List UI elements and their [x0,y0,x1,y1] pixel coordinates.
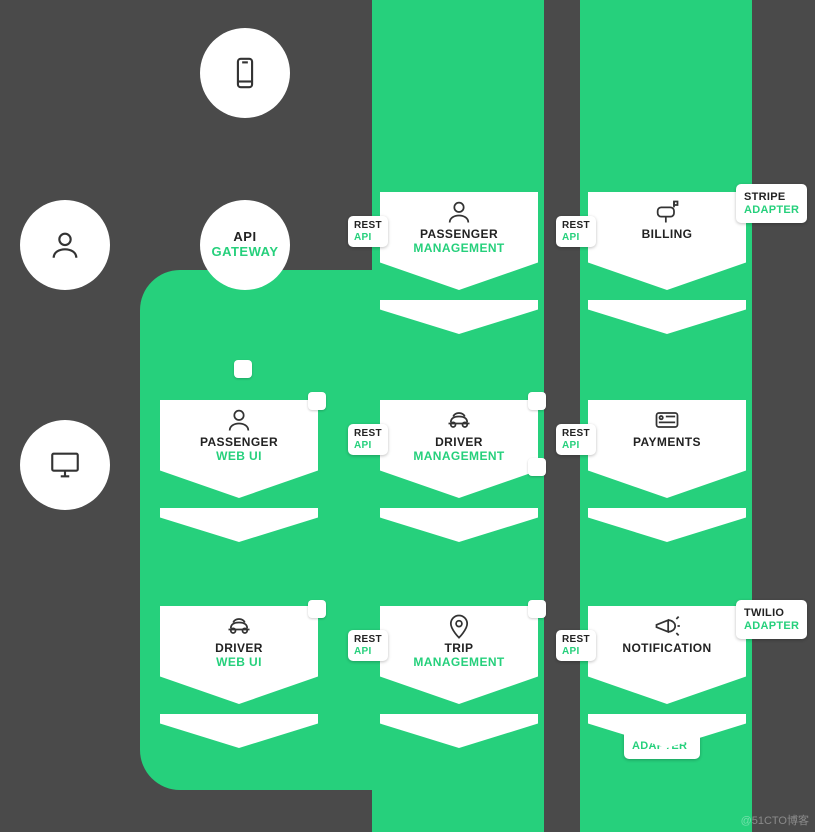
connector-dot [308,392,326,410]
mobile-node [200,28,290,118]
label-line2: MANAGEMENT [413,450,504,464]
monitor-node [20,420,110,510]
driver-web-ui-node: DRIVER WEB UI [160,606,318,704]
label-line1: DRIVER [215,642,263,656]
passenger-mgmt-node: PASSENGER MANAGEMENT [380,192,538,290]
passenger-web-ui-node: PASSENGER WEB UI [160,400,318,498]
label-line1: PAYMENTS [633,436,701,450]
api-gateway-line2: GATEWAY [211,245,278,260]
smartphone-icon [228,56,262,90]
notification-node: NOTIFICATION [588,606,746,704]
rest-api-badge: REST API [348,424,388,455]
rest-api-badge: REST API [348,630,388,661]
user-icon [224,406,254,434]
architecture-diagram: API GATEWAY PASSENGER WEB UI DRIVER WEB … [0,0,815,832]
rest-api-badge: REST API [556,630,596,661]
label-line2: MANAGEMENT [413,242,504,256]
billing-node: BILLING [588,192,746,290]
label-line2: WEB UI [200,450,278,464]
connector-dot [234,360,252,378]
car-icon [224,612,254,640]
label-line1: PASSENGER [200,436,278,450]
payments-node: PAYMENTS [588,400,746,498]
rest-api-badge: REST API [556,216,596,247]
connector-dot [528,392,546,410]
connector-dot [528,600,546,618]
user-icon [444,198,474,226]
user-node [20,200,110,290]
car-icon [444,406,474,434]
label-line1: BILLING [642,228,693,242]
api-gateway-line1: API [233,230,256,245]
label-line1: NOTIFICATION [622,642,711,656]
rest-api-badge: REST API [348,216,388,247]
card-icon [652,406,682,434]
label-line1: TRIP [413,642,504,656]
label-line2: MANAGEMENT [413,656,504,670]
monitor-icon [48,448,82,482]
label-line1: DRIVER [413,436,504,450]
twilio-adapter-badge: TWILIO ADAPTER [736,600,807,639]
label-line1: PASSENGER [413,228,504,242]
stripe-adapter-badge: STRIPE ADAPTER [736,184,807,223]
rest-api-badge: REST API [556,424,596,455]
label-line2: WEB UI [215,656,263,670]
mailbox-icon [652,198,682,226]
watermark: @51CTO博客 [741,812,809,828]
connector-dot [528,458,546,476]
user-icon [48,228,82,262]
megaphone-icon [652,612,682,640]
driver-mgmt-node: DRIVER MANAGEMENT [380,400,538,498]
connector-dot [308,600,326,618]
pin-icon [444,612,474,640]
api-gateway-node: API GATEWAY [200,200,290,290]
trip-mgmt-node: TRIP MANAGEMENT [380,606,538,704]
